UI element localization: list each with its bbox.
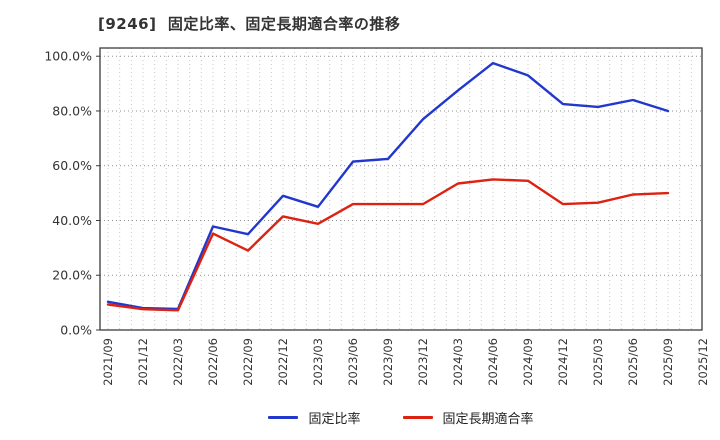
- series-line-0: [106, 61, 670, 311]
- x-axis-label: 2025/12: [696, 338, 710, 386]
- y-axis-label: 20.0%: [52, 268, 92, 283]
- fixed-long-term-ratio-line-swatch: [402, 416, 433, 419]
- x-axis-label: 2022/12: [276, 338, 290, 386]
- x-axis-label: 2024/03: [451, 338, 465, 386]
- x-axis-label: 2025/09: [661, 338, 675, 386]
- x-axis-label: 2023/12: [416, 338, 430, 386]
- x-axis-label: 2023/09: [381, 338, 395, 386]
- legend-item-fixed-ratio: 固定比率: [268, 408, 361, 427]
- legend: 固定比率 固定長期適合率: [100, 408, 702, 427]
- y-axis-label: 100.0%: [44, 49, 92, 64]
- x-axis-label: 2024/12: [556, 338, 570, 386]
- x-axis-label: 2024/09: [521, 338, 535, 386]
- chart-title: [9246] 固定比率、固定長期適合率の推移: [98, 15, 401, 33]
- y-axis-label: 0.0%: [60, 323, 92, 338]
- fixed-long-term-ratio-legend-label: 固定長期適合率: [442, 412, 534, 427]
- x-axis-label: 2023/03: [311, 338, 325, 386]
- x-axis-label: 2021/12: [136, 338, 150, 386]
- legend-item-fixed-long-term-ratio: 固定長期適合率: [402, 408, 534, 427]
- plot-border: [99, 47, 703, 331]
- x-axis-label: 2022/06: [206, 338, 220, 386]
- x-axis-label: 2021/09: [101, 338, 115, 386]
- x-axis-label: 2025/06: [626, 338, 640, 386]
- x-axis-label: 2022/03: [171, 338, 185, 386]
- line-chart: 0.0% 20.0% 40.0% 60.0% 80.0% 100.0% 2021/09 202…: [44, 47, 710, 386]
- y-axis-label: 80.0%: [52, 103, 92, 118]
- x-axis-label: 2022/09: [241, 338, 255, 386]
- x-axis-label: 2024/06: [486, 338, 500, 386]
- fixed-ratio-legend-label: 固定比率: [308, 412, 361, 427]
- series-line-1: [106, 178, 670, 312]
- x-axis-label: 2025/03: [591, 338, 605, 386]
- y-axis-label: 40.0%: [52, 213, 92, 228]
- fixed-ratio-line-swatch: [268, 416, 299, 419]
- y-axis-label: 60.0%: [52, 158, 92, 173]
- x-axis-label: 2023/06: [346, 338, 360, 386]
